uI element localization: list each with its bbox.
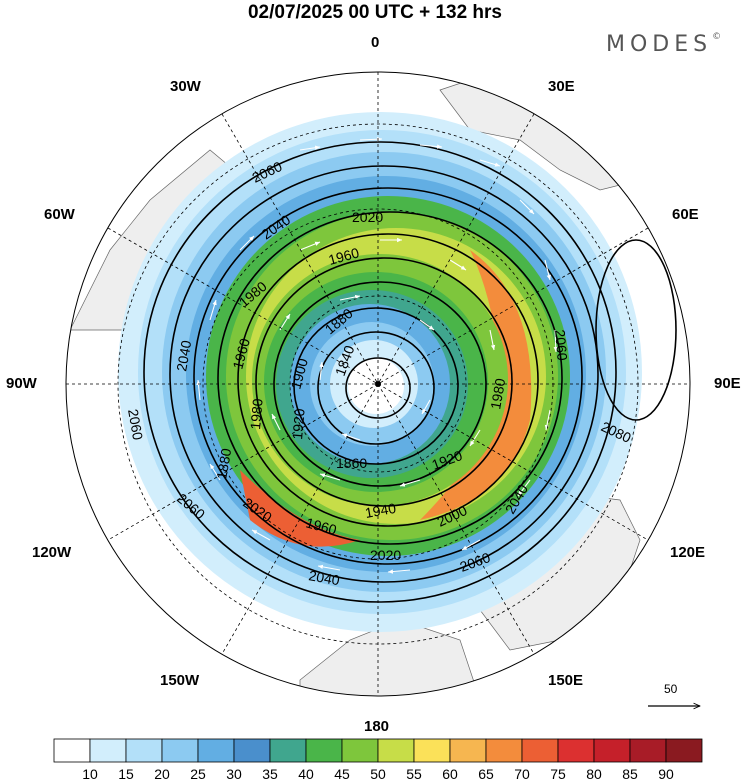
colorbar-label: 70 [514,766,530,782]
contour-label: 1960 [229,336,253,370]
contour-label: 2020 [370,547,401,563]
lon-label-150e: 150E [548,672,584,689]
lon-label-120w: 120W [32,544,72,561]
colorbar-swatch [593,738,631,763]
colorbar-swatch [305,738,343,763]
pole-marker [375,381,381,387]
colorbar-label: 35 [262,766,278,782]
colorbar-label: 90 [658,766,674,782]
lon-label-60e: 60E [672,206,699,223]
colorbar-swatch [341,738,379,763]
map-boundary [65,71,691,697]
contour-label: 1980 [247,398,266,431]
contour-label: 2060 [125,408,146,442]
wind-vectors [196,137,558,574]
colorbar-swatch [377,738,415,763]
contour-label: 1860 [336,455,367,471]
contour-label: 1940 [364,500,398,521]
contour-label: 1960 [327,244,361,268]
lon-label-60w: 60W [44,206,75,223]
contour-label: 2020 [352,209,383,225]
colorbar [53,738,703,763]
colorbar-label: 55 [406,766,422,782]
colorbar-swatch [521,738,559,763]
contour-label: 1920 [289,408,308,441]
lon-label-120e: 120E [670,544,706,561]
colorbar-swatch [449,738,487,763]
colorbar-swatch [629,738,667,763]
logo-mark: © [712,32,722,42]
lon-label-left: 90W [6,375,37,392]
lon-label-30w: 30W [170,78,201,95]
map-title: 02/07/2025 00 UTC + 132 hrs [247,2,503,23]
contour-label: 2040 [173,339,194,373]
colorbar-swatch [665,738,703,763]
colorbar-swatch [53,738,91,763]
colorbar-label: 25 [190,766,206,782]
colorbar-swatch [485,738,523,763]
colorbar-label: 15 [118,766,134,782]
contour-label: 2040 [307,567,341,588]
lon-label-30e: 30E [548,78,575,95]
colorbar-label: 20 [154,766,170,782]
colorbar-swatch [161,738,199,763]
colorbar-label: 75 [550,766,566,782]
colorbar-swatch [413,738,451,763]
contour-label: 1900 [287,356,311,390]
colorbar-swatch [233,738,271,763]
contour-label: 1880 [213,447,234,481]
colorbar-label: 45 [334,766,350,782]
colorbar-swatch [89,738,127,763]
colorbar-swatch [269,738,307,763]
colorbar-label: 30 [226,766,242,782]
lon-label-top: 0 [371,34,380,51]
reference-vector-label: 50 [664,682,678,696]
colorbar-swatch [557,738,595,763]
colorbar-label: 60 [442,766,458,782]
modes-logo: MODES© [606,32,721,57]
colorbar-label: 65 [478,766,494,782]
colorbar-label: 80 [586,766,602,782]
lon-label-bottom: 180 [364,718,390,735]
lon-label-150w: 150W [160,672,200,689]
contour-label: 1980 [487,377,508,411]
colorbar-label: 85 [622,766,638,782]
colorbar-swatch [197,738,235,763]
colorbar-label: 10 [82,766,98,782]
colorbar-label: 40 [298,766,314,782]
lon-label-right: 90E [714,375,741,392]
contour-label: 1960 [304,514,338,538]
contour-labels: 2060 2040 2020 1960 1980 1880 1840 1900 … [125,158,634,588]
contour-label: 2060 [552,329,571,362]
colorbar-label: 50 [370,766,386,782]
logo-text: MODES [606,32,713,57]
map-disc [66,72,690,696]
colorbar-swatch [125,738,163,763]
